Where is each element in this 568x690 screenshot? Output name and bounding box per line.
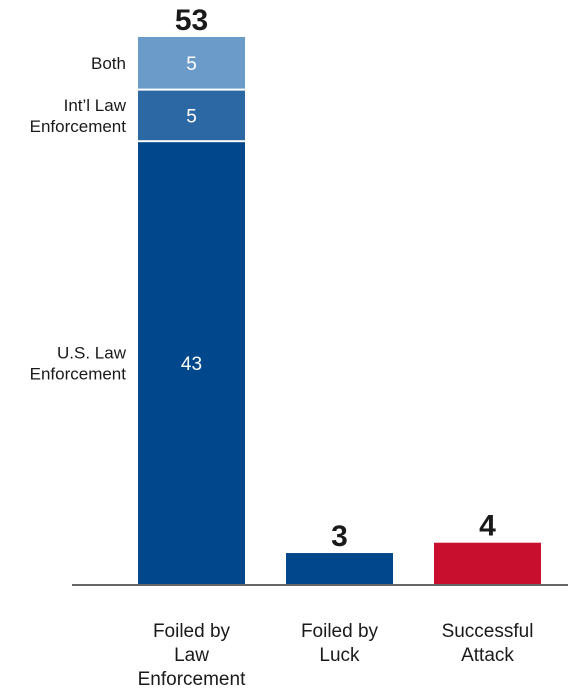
segment-value-label: 5 (186, 106, 197, 127)
segment-value-label: 43 (181, 354, 202, 375)
bar-total-label: 4 (479, 510, 496, 543)
bar-segment-foiled-by-law-enforcement-0 (138, 142, 245, 584)
category-label: Foiled by Luck (301, 621, 379, 666)
segment-name-label: Both (91, 54, 126, 73)
bars-layer (138, 37, 541, 584)
segment-name-label: Int’l Law Enforcement (30, 96, 127, 136)
category-label: Successful Attack (442, 621, 534, 666)
segment-value-label: 5 (186, 54, 197, 75)
bar-segment-successful-attack-0 (434, 542, 541, 584)
segment-name-label: U.S. Law Enforcement (30, 344, 127, 384)
category-label: Foiled by Law Enforcement (138, 621, 246, 690)
bar-total-label: 53 (175, 4, 208, 37)
bar-segment-foiled-by-luck-0 (286, 553, 393, 584)
bar-segment-foiled-by-law-enforcement-1 (138, 90, 245, 141)
bar-total-label: 3 (331, 520, 348, 553)
bar-segment-foiled-by-law-enforcement-2 (138, 37, 245, 89)
